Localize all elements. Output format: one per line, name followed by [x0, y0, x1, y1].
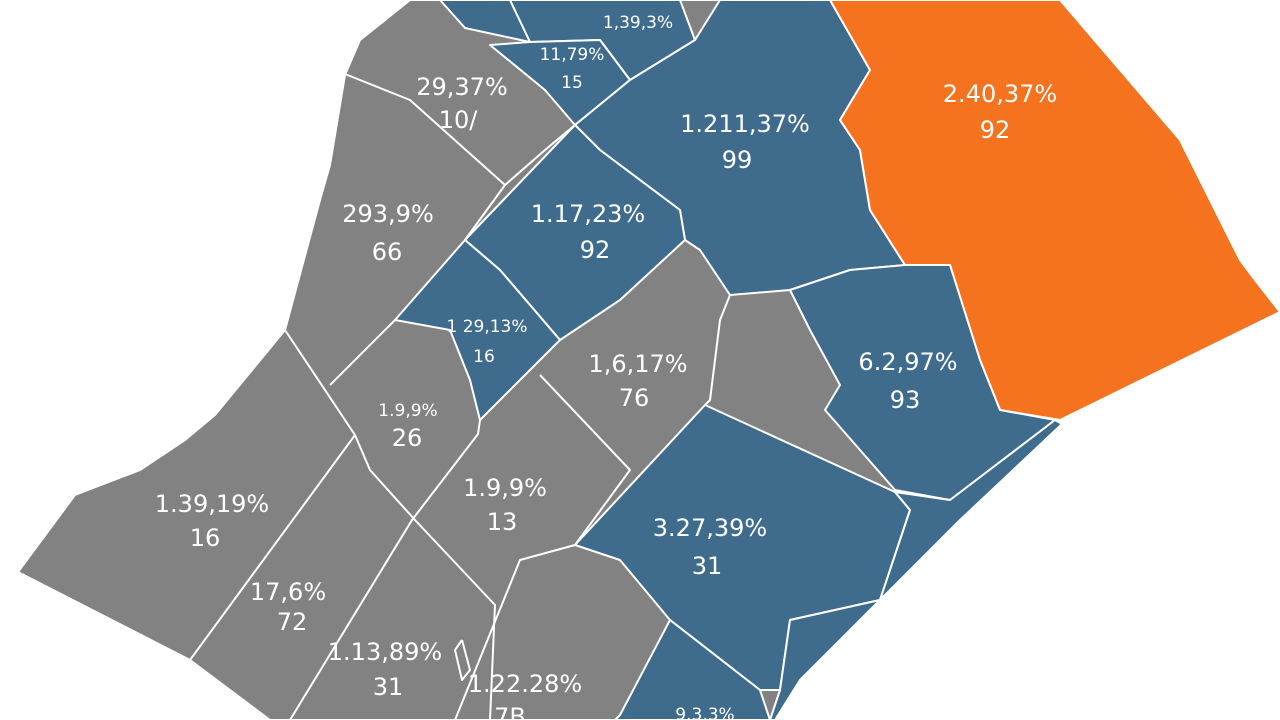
label-south-mid-value: 1.22.28%: [468, 670, 582, 698]
label-mid-west-sub: 26: [392, 424, 423, 452]
border-line: [454, 374, 631, 720]
label-center-sub: 76: [619, 384, 650, 412]
label-orange-sub: 92: [980, 116, 1011, 144]
region-labels: 29,37% 10/ 1,39,3% 11,79% 15 1.211,37% 9…: [155, 13, 1057, 720]
border-line: [359, 0, 411, 41]
label-orange-value: 2.40,37%: [943, 80, 1057, 108]
label-center-value: 1,6,17%: [588, 350, 687, 378]
region-center-small[interactable]: [394, 239, 561, 421]
label-south-west-sub: 72: [277, 608, 308, 636]
label-east-sub: 93: [890, 386, 921, 414]
label-center-small-value: 1 29,13%: [446, 317, 527, 337]
label-far-west-value: 1.39,19%: [155, 490, 269, 518]
border-line: [289, 419, 481, 720]
label-northeast-value: 1.211,37%: [680, 110, 810, 138]
border-line: [704, 294, 731, 406]
label-south-west-value: 17,6%: [250, 578, 326, 606]
label-mid-west-value: 1.9,9%: [378, 401, 437, 421]
label-center-north-value: 1.17,23%: [531, 200, 645, 228]
label-south-mid-sub: 7B: [494, 703, 526, 720]
region-coastal-strip[interactable]: [769, 419, 1063, 720]
label-top-mid-value: 1,39,3%: [603, 13, 673, 33]
label-southeast-sub: 31: [692, 552, 723, 580]
label-far-west-sub: 16: [190, 524, 221, 552]
label-west-upper-sub: 66: [372, 238, 403, 266]
label-south-value: 1.13,89%: [328, 638, 442, 666]
label-south-blue-value: 9.3,3%: [675, 705, 734, 720]
border-line: [339, 71, 506, 241]
label-top-left-value: 29,37%: [416, 73, 508, 101]
label-center-small-sub: 16: [473, 347, 495, 367]
label-mid-sub: 13: [487, 508, 518, 536]
label-small-top-value: 11,79%: [540, 45, 605, 65]
border-line: [189, 434, 356, 661]
label-southeast-value: 3.27,39%: [653, 514, 767, 542]
label-center-north-sub: 92: [580, 236, 611, 264]
label-east-value: 6.2,97%: [858, 348, 957, 376]
border-line: [329, 319, 396, 386]
label-top-left-sub: 10/: [439, 106, 479, 134]
label-south-sub: 31: [373, 673, 404, 701]
region-south-blue[interactable]: [614, 619, 771, 720]
label-small-top-sub: 15: [561, 73, 583, 93]
border-line: [454, 639, 471, 681]
border-line: [504, 124, 576, 186]
label-west-upper-value: 293,9%: [342, 200, 434, 228]
label-northeast-sub: 99: [722, 146, 753, 174]
label-mid-value: 1.9,9%: [463, 474, 547, 502]
